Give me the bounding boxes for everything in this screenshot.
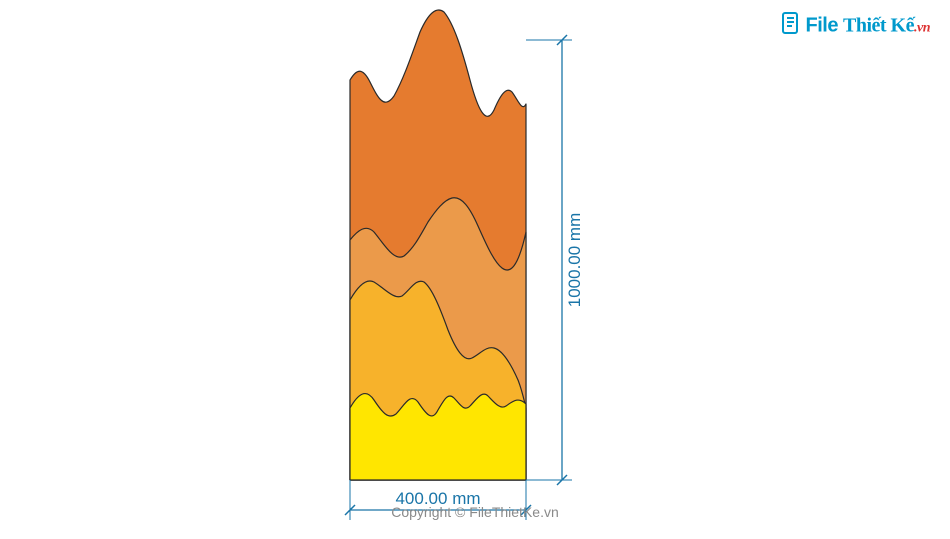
site-logo: File Thiết Kế.vn [781, 12, 930, 40]
logo-ext: .vn [914, 20, 930, 35]
logo-main: Thiết Kế [843, 14, 914, 36]
copyright-watermark: Copyright © FileThietKe.vn [0, 504, 950, 520]
dim-height: 1000.00 mm [526, 35, 584, 485]
diagram-canvas: 400.00 mm 1000.00 mm [0, 0, 950, 534]
layers-group [350, 10, 526, 480]
dim-height-label: 1000.00 mm [565, 213, 584, 308]
logo-icon [781, 12, 803, 40]
diagram-svg: 400.00 mm 1000.00 mm [0, 0, 950, 534]
logo-prefix: File [805, 14, 837, 36]
